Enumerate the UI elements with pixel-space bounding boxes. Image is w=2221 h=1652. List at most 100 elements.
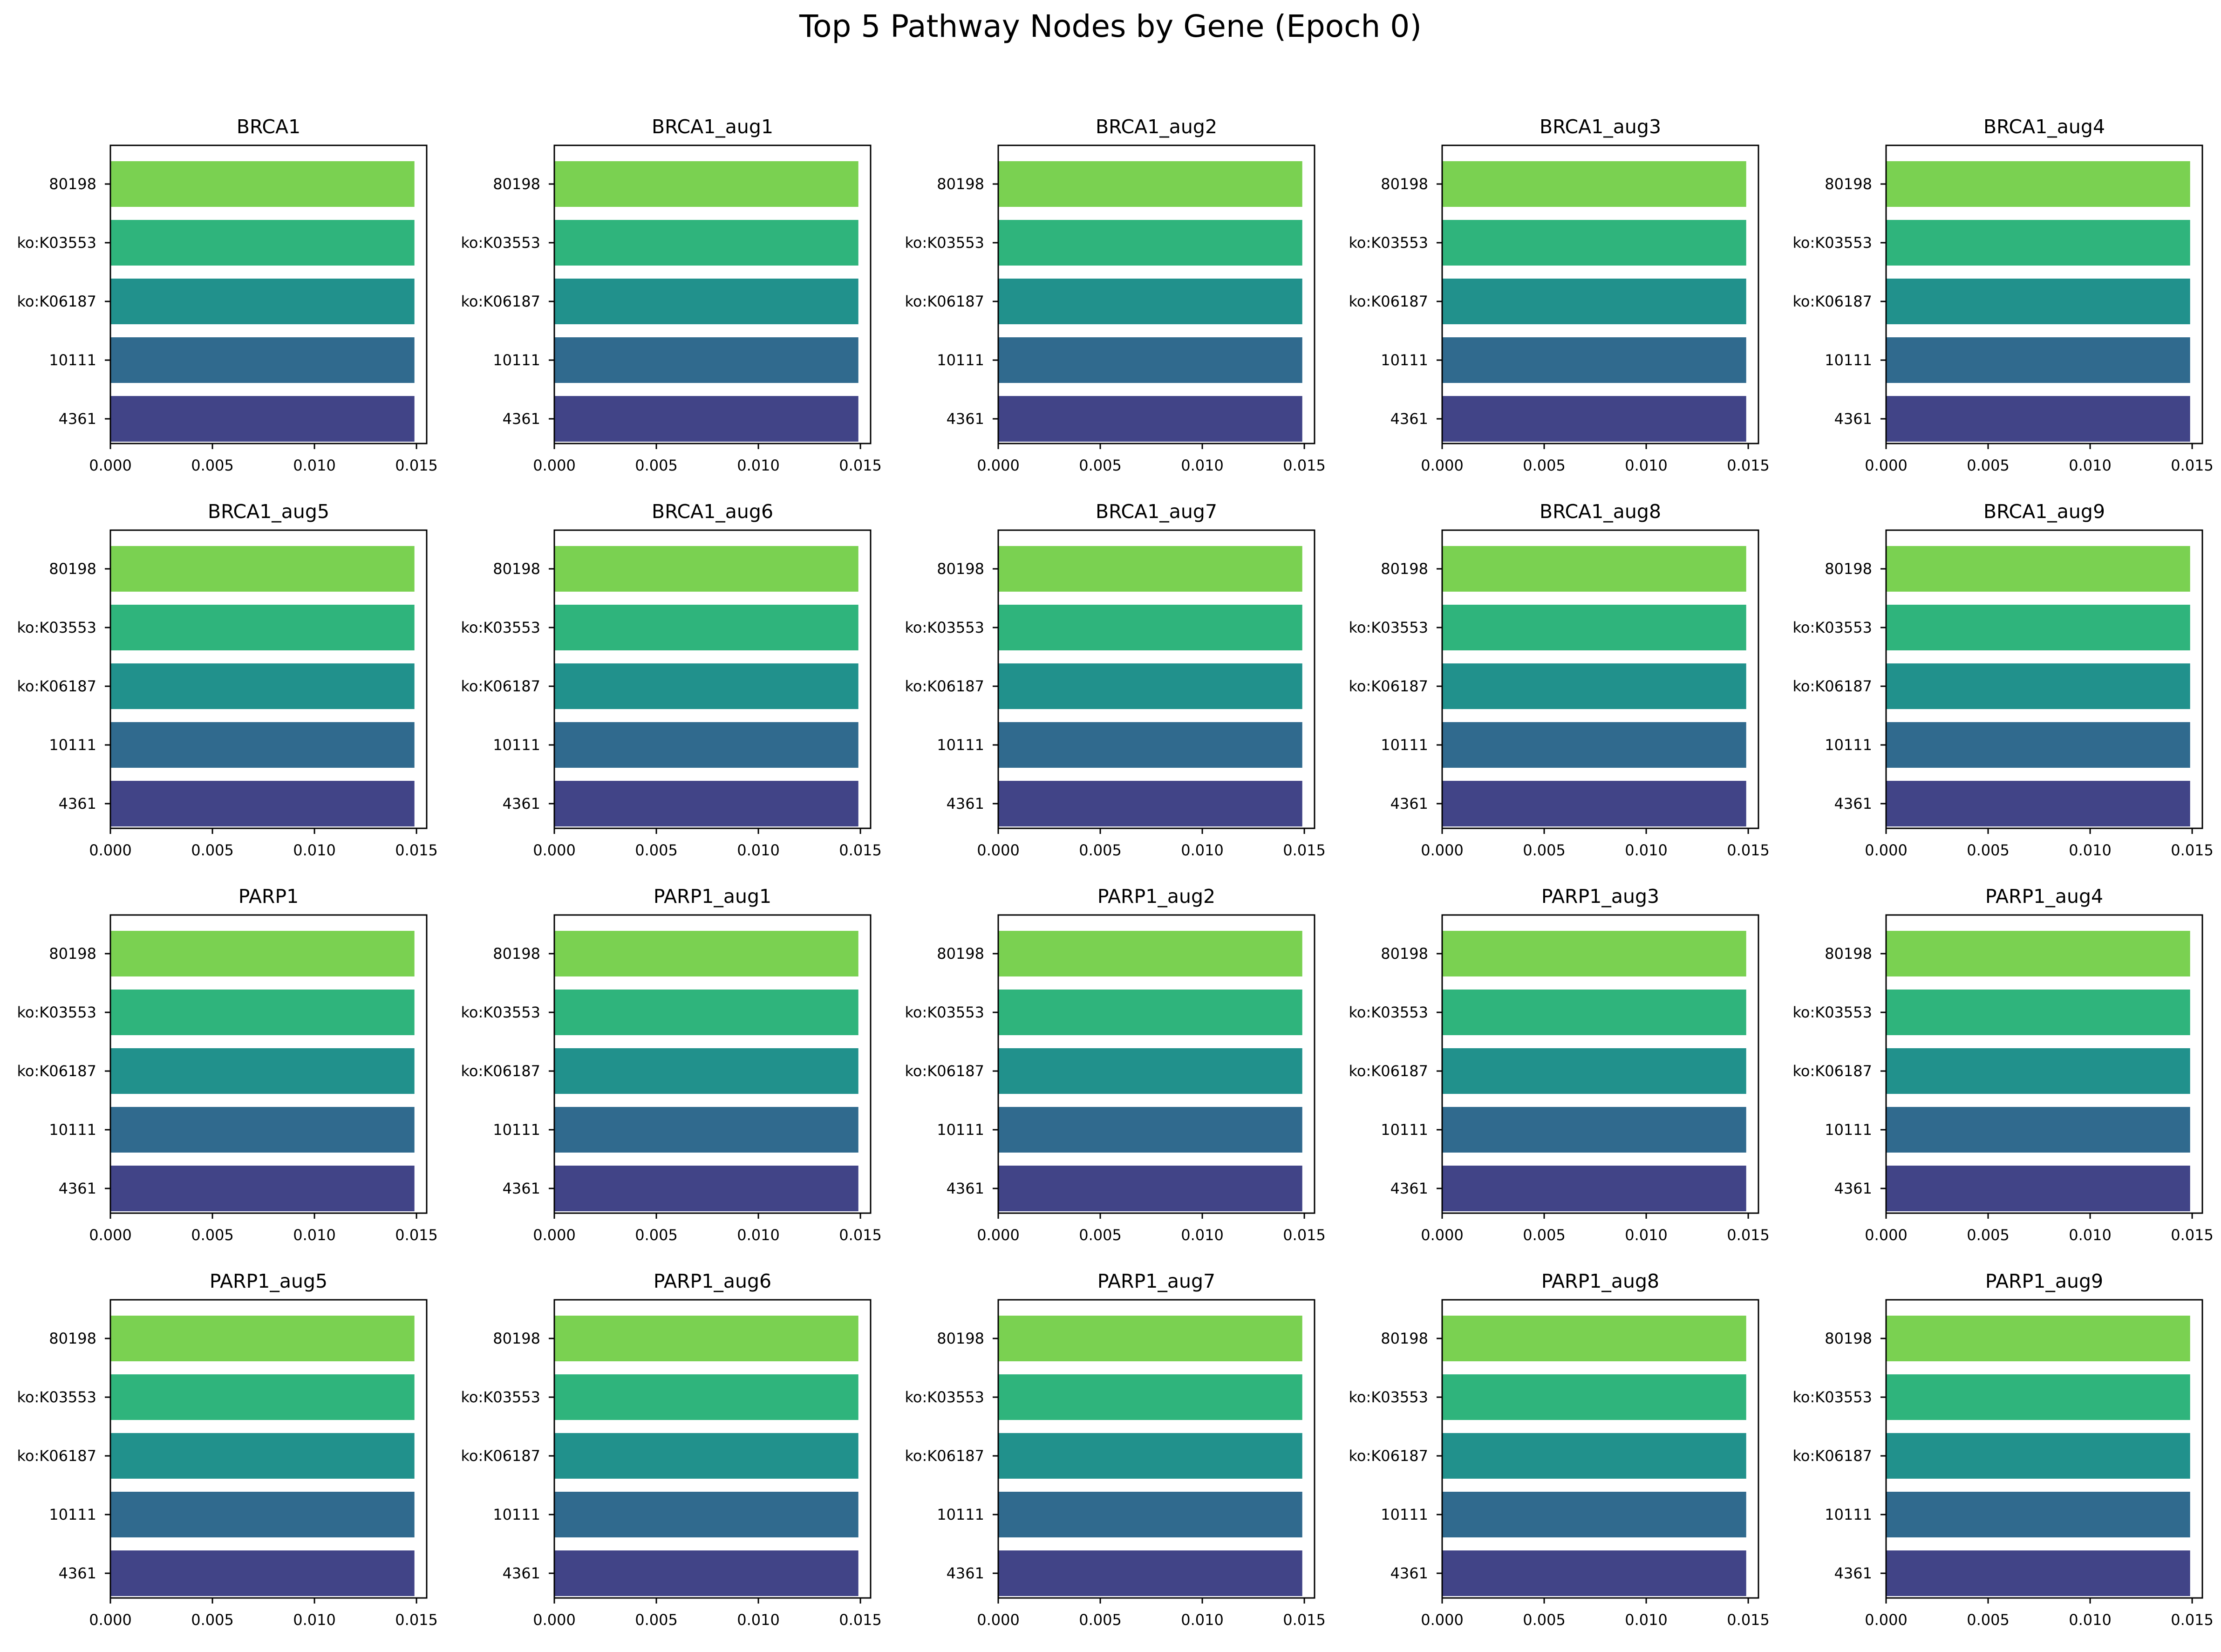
bar [110,1048,415,1094]
bar [1886,161,2190,207]
ytick-label: ko:K06187 [905,1062,984,1080]
ytick-label: ko:K03553 [905,619,984,636]
bar [1886,1492,2190,1537]
bar [998,605,1302,650]
bar [554,1492,858,1537]
xtick-label: 0.000 [1421,1226,1464,1244]
ytick-label: 4361 [503,1564,540,1582]
xtick-label: 0.010 [1181,1611,1224,1629]
xtick-label: 0.015 [395,1226,438,1244]
xtick-label: 0.010 [1181,841,1224,859]
panel-title: PARP1_aug7 [1097,1270,1215,1292]
xtick-label: 0.000 [533,457,576,474]
bar [554,781,858,826]
bar [554,663,858,709]
bar [1886,396,2190,442]
xtick-label: 0.015 [1727,1226,1770,1244]
bar [998,1492,1302,1537]
bar [998,781,1302,826]
bar [998,1048,1302,1094]
panel: BRCA1_aug8 80198 ko:K03553 ko:K06187 10111 43… [1349,500,1769,859]
ytick-label: 80198 [49,175,96,193]
bar [554,161,858,207]
panel-title: BRCA1_aug8 [1540,500,1661,523]
bar [554,1316,858,1361]
bar [110,546,415,592]
bar [998,1166,1302,1211]
bar [110,605,415,650]
bar [1442,605,1746,650]
xtick-label: 0.005 [1523,1611,1566,1629]
ytick-label: ko:K06187 [17,677,96,695]
ytick-label: 4361 [947,410,984,428]
bar [1886,722,2190,768]
axes-frame [553,529,872,829]
ytick-label: 10111 [937,1121,984,1139]
xtick-label: 0.015 [2171,1226,2214,1244]
ytick-label: 10111 [1825,1121,1872,1139]
xtick-label: 0.010 [1625,1226,1668,1244]
ytick-label: ko:K06187 [461,1447,540,1465]
bar [110,931,415,976]
panel: PARP1_aug4 80198 ko:K03553 ko:K06187 10111 43… [1792,885,2213,1244]
bar [1442,279,1746,324]
bar [1886,1316,2190,1361]
ytick-label: ko:K06187 [1792,677,1872,695]
panel-title: BRCA1_aug5 [208,500,329,523]
xtick-label: 0.005 [1967,1226,2010,1244]
bar [1886,1107,2190,1153]
ytick-label: ko:K03553 [17,619,96,636]
bar [998,1550,1302,1596]
bar [1886,220,2190,266]
panel: BRCA1 80198 ko:K03553 ko:K06187 10111 4361 0.0… [17,116,437,474]
bar [554,220,858,266]
xtick-label: 0.010 [2069,841,2112,859]
ytick-label: ko:K03553 [17,1388,96,1406]
bar [110,1316,415,1361]
ytick-label: 10111 [493,1506,540,1523]
xtick-label: 0.015 [1283,841,1326,859]
ytick-label: 4361 [947,1564,984,1582]
ytick-label: ko:K06187 [1792,1447,1872,1465]
bar [1442,220,1746,266]
bar [1442,1107,1746,1153]
bar [554,1048,858,1094]
ytick-label: 4361 [503,795,540,812]
ytick-label: 80198 [937,560,984,578]
bar [998,990,1302,1035]
xtick-label: 0.015 [839,1226,882,1244]
xtick-label: 0.015 [2171,457,2214,474]
bar [1442,990,1746,1035]
ytick-label: 10111 [937,736,984,754]
xtick-label: 0.010 [2069,457,2112,474]
axes-frame [109,1299,428,1599]
bar [1886,1433,2190,1479]
ytick-label: ko:K03553 [905,1388,984,1406]
ytick-label: 4361 [59,795,96,812]
ytick-label: ko:K06187 [905,293,984,310]
ytick-label: ko:K03553 [905,234,984,252]
ytick-label: 80198 [937,175,984,193]
panel: PARP1 80198 ko:K03553 ko:K06187 10111 4361 0.0… [17,885,437,1244]
bar [110,781,415,826]
ytick-label: 80198 [1381,1330,1428,1347]
bar [998,396,1302,442]
ytick-label: ko:K03553 [1349,619,1428,636]
xtick-label: 0.000 [1421,1611,1464,1629]
xtick-label: 0.000 [1421,457,1464,474]
ytick-label: ko:K03553 [1792,619,1872,636]
xtick-label: 0.000 [977,1611,1020,1629]
axes-frame [1441,529,1759,829]
ytick-label: 4361 [1834,1180,1872,1197]
panel: PARP1_aug7 80198 ko:K03553 ko:K06187 10111 43… [905,1270,1325,1629]
bar [1886,931,2190,976]
ytick-label: 10111 [493,351,540,369]
bar [998,337,1302,383]
panel-title: BRCA1_aug7 [1096,500,1217,523]
ytick-label: 10111 [937,351,984,369]
ytick-label: ko:K03553 [1792,234,1872,252]
xtick-label: 0.010 [1625,1611,1668,1629]
bar [1442,663,1746,709]
xtick-label: 0.005 [1967,457,2010,474]
bar [554,722,858,768]
